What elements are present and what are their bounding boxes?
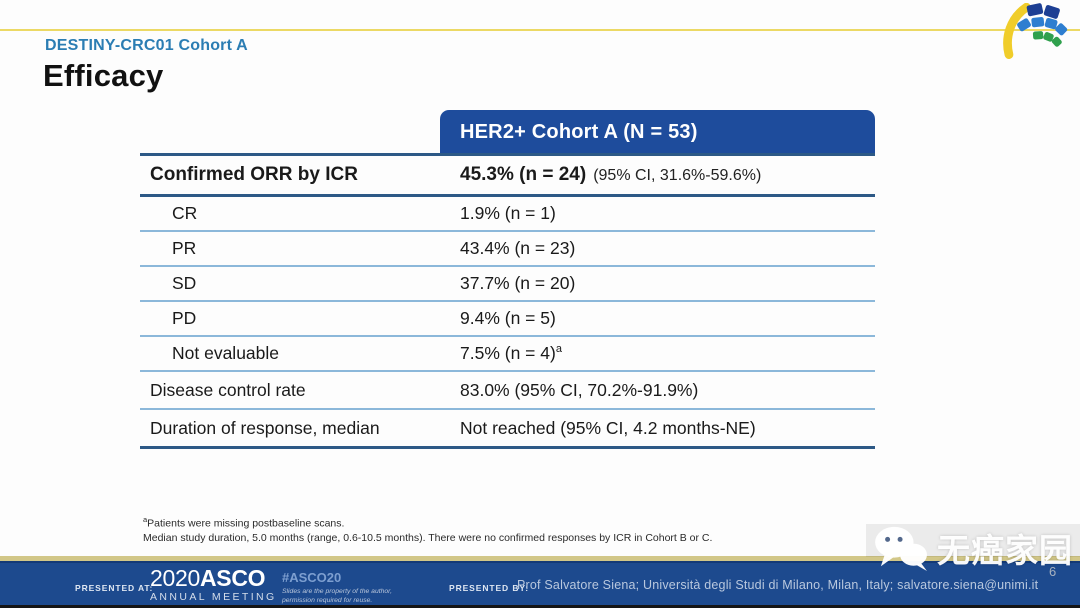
slide-kicker: DESTINY-CRC01 Cohort A: [45, 37, 248, 54]
bottom-accent-line: [0, 556, 1080, 561]
row-value-main: 45.3% (n = 24): [460, 164, 587, 185]
hashtag: #ASCO20: [282, 570, 342, 585]
meeting-wordmark-line: 2020ASCO: [150, 567, 277, 590]
row-value-main: 7.5% (n = 4): [460, 343, 556, 363]
row-label: CR: [172, 203, 198, 223]
page-title: Efficacy: [43, 58, 164, 93]
table-row: PD 9.4% (n = 5): [140, 302, 875, 337]
footer-bar: PRESENTED AT: 2020ASCO ANNUAL MEETING #A…: [0, 561, 1080, 608]
row-value: 83.0% (95% CI, 70.2%-91.9%): [460, 379, 699, 400]
footnote-text: Patients were missing postbaseline scans…: [147, 517, 345, 530]
footnote-marker: a: [143, 515, 148, 524]
table-body: Confirmed ORR by ICR 45.3% (n = 24) (95% …: [140, 153, 875, 449]
row-label: SD: [172, 273, 197, 293]
table-column-header: HER2+ Cohort A (N = 53): [440, 110, 875, 153]
row-value: 43.4% (n = 23): [460, 238, 576, 258]
meeting-year: 2020: [150, 565, 200, 591]
row-value: 45.3% (n = 24) (95% CI, 31.6%-59.6%): [460, 164, 761, 186]
row-label: Duration of response, median: [150, 417, 380, 438]
reuse-line: permission required for reuse.: [282, 596, 373, 604]
presented-by-label: PRESENTED BY:: [449, 583, 530, 593]
asco-logo-icon: [1003, 3, 1068, 59]
row-label: PD: [172, 308, 197, 328]
row-label: Disease control rate: [150, 379, 306, 400]
row-value: 7.5% (n = 4)a: [460, 343, 562, 364]
wechat-icon: [875, 526, 927, 572]
table-row: Disease control rate 83.0% (95% CI, 70.2…: [140, 372, 875, 410]
presented-at-label: PRESENTED AT:: [75, 583, 154, 593]
meeting-name: ASCO: [199, 565, 266, 591]
table-row: Duration of response, median Not reached…: [140, 410, 875, 449]
row-value: Not reached (95% CI, 4.2 months-NE): [460, 417, 756, 438]
footnote-marker: a: [555, 343, 562, 356]
row-value-ci: (95% CI, 31.6%-59.6%): [593, 167, 762, 184]
row-value: 1.9% (n = 1): [460, 203, 556, 223]
table-row: CR 1.9% (n = 1): [140, 197, 875, 232]
table-row: Not evaluable 7.5% (n = 4)a: [140, 337, 875, 372]
hashtag-block: #ASCO20 Slides are the property of the a…: [282, 570, 392, 605]
watermark: 无癌家园: [872, 524, 1073, 572]
table-row: Confirmed ORR by ICR 45.3% (n = 24) (95% …: [140, 156, 875, 197]
row-value: 9.4% (n = 5): [460, 308, 556, 328]
table-row: SD 37.7% (n = 20): [140, 267, 875, 302]
meeting-subtitle: ANNUAL MEETING: [150, 591, 277, 603]
row-label: Confirmed ORR by ICR: [150, 164, 358, 185]
reuse-notice: Slides are the property of the author, p…: [282, 588, 392, 605]
top-accent-line: [0, 29, 1080, 31]
footnote-line: aPatients were missing postbaseline scan…: [143, 513, 712, 531]
efficacy-table: HER2+ Cohort A (N = 53) Confirmed ORR by…: [140, 110, 875, 449]
presenter-info: Prof Salvatore Siena; Università degli S…: [517, 578, 1039, 592]
watermark-text: 无癌家园: [937, 531, 1073, 570]
row-label: Not evaluable: [172, 343, 280, 363]
page-number: 6: [1049, 564, 1057, 579]
asco-meeting-wordmark: 2020ASCO ANNUAL MEETING: [150, 567, 277, 603]
row-value: 37.7% (n = 20): [460, 273, 576, 293]
table-row: PR 43.4% (n = 23): [140, 232, 875, 267]
reuse-line: Slides are the property of the author,: [282, 588, 392, 595]
footnotes: aPatients were missing postbaseline scan…: [143, 513, 712, 545]
row-label: PR: [172, 238, 197, 258]
footnote-line: Median study duration, 5.0 months (range…: [143, 531, 713, 544]
